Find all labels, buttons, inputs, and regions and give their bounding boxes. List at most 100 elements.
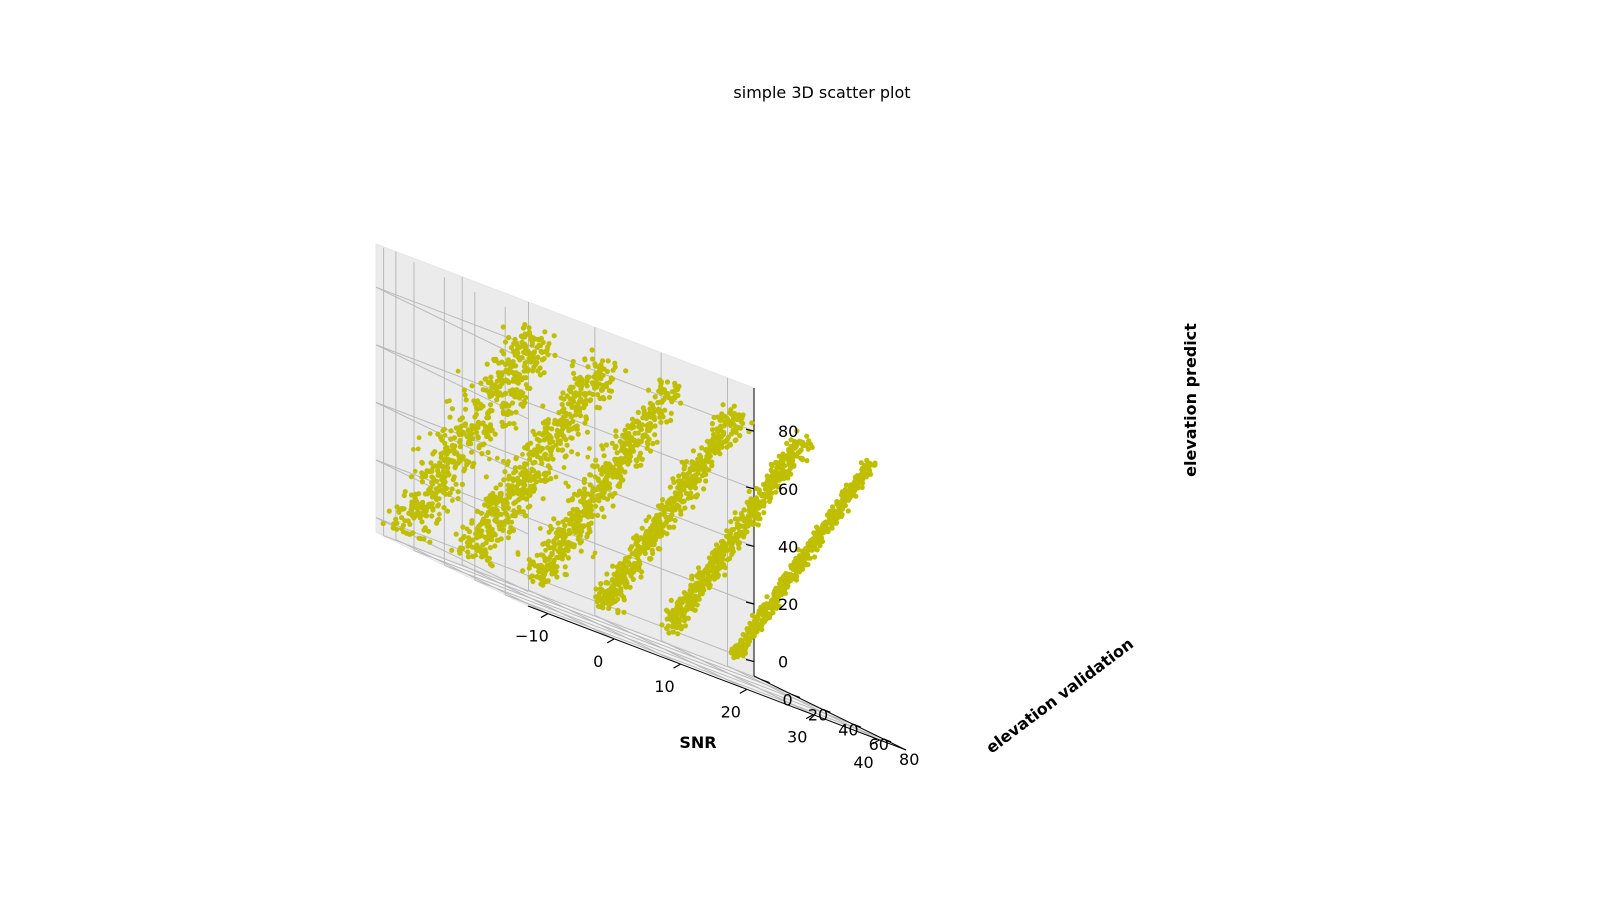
scatter-point — [736, 416, 743, 422]
x-axis-line — [527, 605, 907, 751]
scatter-point — [485, 433, 491, 439]
scatter-point — [447, 414, 453, 420]
scatter-point — [510, 512, 516, 519]
scatter-point — [609, 440, 615, 446]
scatter-point — [516, 504, 522, 510]
scatter-point — [681, 618, 688, 624]
scatter-point — [694, 602, 700, 608]
scatter-point — [402, 489, 408, 495]
scatter-point — [538, 552, 544, 558]
scatter-point — [673, 620, 680, 626]
scatter-point — [600, 394, 606, 401]
scatter-point — [485, 501, 491, 507]
scatter-point — [749, 420, 755, 426]
scatter-point — [807, 555, 813, 561]
scatter-point — [752, 511, 759, 517]
scatter-point — [522, 482, 528, 488]
scatter-point — [681, 481, 687, 487]
scatter-point — [577, 533, 584, 539]
scatter-point — [608, 388, 615, 394]
scatter-point — [724, 444, 730, 450]
scatter-point — [770, 610, 776, 616]
scatter-point — [585, 511, 591, 517]
x-tick-mark — [673, 663, 681, 669]
scatter-point — [601, 453, 607, 459]
scatter-point — [768, 467, 774, 473]
scatter-point — [622, 555, 629, 562]
scatter-point — [845, 508, 851, 514]
scatter-point — [728, 518, 734, 525]
scatter-point — [654, 439, 660, 445]
scatter-point — [618, 473, 624, 479]
scatter-point — [444, 508, 451, 514]
scatter-point — [508, 345, 515, 351]
scatter-point — [609, 586, 616, 592]
scatter-point — [577, 413, 584, 419]
scatter-point — [538, 581, 544, 587]
scatter-point — [530, 335, 537, 341]
scatter-point — [549, 552, 555, 558]
scatter-point — [731, 653, 737, 660]
scatter-point — [396, 510, 402, 515]
scatter-point — [597, 590, 603, 597]
scatter-point — [457, 437, 463, 444]
scatter-point — [675, 392, 681, 399]
scatter-point — [442, 440, 448, 446]
scatter-point — [460, 535, 466, 541]
axes-panes — [375, 243, 907, 751]
scatter-point — [697, 591, 704, 597]
scatter-point — [599, 506, 605, 512]
scatter-point — [394, 504, 400, 510]
scatter-point — [672, 387, 679, 393]
scatter-point — [758, 610, 764, 616]
scatter-point — [700, 570, 706, 577]
scatter-point — [423, 507, 429, 513]
scatter-point — [556, 540, 562, 545]
y-grid-floor — [505, 594, 884, 740]
scatter-point — [647, 556, 653, 562]
scatter-point — [719, 413, 726, 419]
scatter-point — [430, 464, 436, 470]
scatter-point — [448, 428, 454, 434]
scatter-point — [679, 600, 685, 606]
scatter-point — [520, 568, 526, 574]
scatter-point — [610, 474, 616, 480]
scatter-point — [427, 539, 433, 545]
scatter-point — [587, 446, 592, 451]
scatter-point — [410, 530, 416, 536]
scatter-point — [427, 504, 433, 510]
scatter-point — [522, 341, 528, 347]
scatter-point — [739, 640, 745, 647]
scatter-point — [462, 406, 469, 412]
y-tick-mark — [852, 723, 862, 728]
scatter-point — [728, 422, 734, 429]
scatter-point — [561, 465, 567, 470]
scatter-point — [562, 523, 568, 529]
scatter-point — [500, 411, 507, 417]
scatter-point — [510, 359, 516, 365]
scatter-point — [507, 528, 513, 535]
scatter-point — [473, 429, 480, 435]
scatter-point — [536, 337, 542, 343]
scatter-point — [561, 406, 567, 412]
scatter-point — [798, 447, 804, 453]
scatter-point — [483, 376, 489, 382]
scatter-point — [491, 356, 497, 362]
scatter-point — [612, 360, 618, 366]
scatter-point — [605, 471, 611, 477]
scatter-point — [752, 619, 758, 625]
scatter-point — [482, 534, 488, 541]
y-grid-floor — [474, 579, 853, 725]
scatter-point — [490, 506, 496, 512]
scatter-point — [543, 579, 549, 585]
scatter-point — [764, 594, 770, 600]
scatter-point — [513, 375, 520, 381]
scatter-point — [473, 425, 479, 431]
scatter-point — [474, 508, 480, 514]
scatter-point — [684, 475, 690, 481]
scatter-point — [681, 466, 687, 472]
scatter-point — [757, 516, 763, 522]
scatter-point — [678, 400, 684, 406]
scatter-point — [677, 491, 683, 497]
scatter-point — [512, 352, 518, 358]
